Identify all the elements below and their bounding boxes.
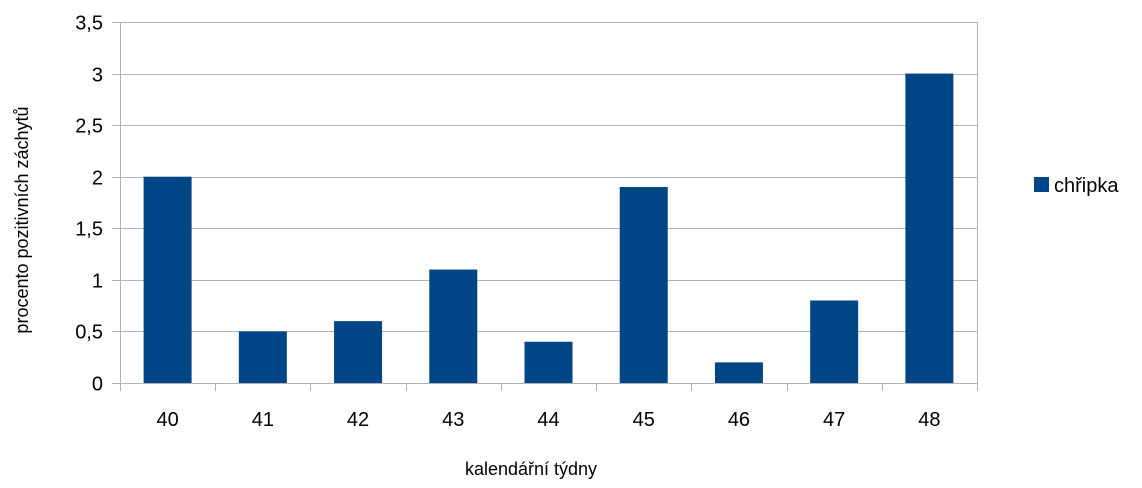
bar-week-43 [429, 269, 478, 383]
bar-week-47 [810, 300, 859, 383]
legend-swatch-chripka [1034, 177, 1049, 192]
axes [112, 22, 978, 391]
x-tick-labels: 40 41 42 43 44 45 46 47 48 [156, 409, 940, 431]
bar-week-46 [714, 362, 763, 383]
x-tick-label: 47 [823, 409, 845, 431]
x-tick-label: 45 [633, 409, 655, 431]
x-tick-label: 48 [918, 409, 940, 431]
legend-label-chripka: chřipka [1054, 175, 1119, 197]
x-tick-label: 43 [442, 409, 464, 431]
x-axis-title: kalendářní týdny [465, 459, 597, 479]
bar-week-40 [143, 176, 192, 383]
bar-week-42 [334, 321, 383, 383]
bars [143, 73, 954, 384]
y-tick-labels: 0 0,5 1 1,5 2 2,5 3 3,5 [75, 13, 103, 396]
x-tick-label: 46 [728, 409, 750, 431]
y-tick-label: 2 [92, 168, 103, 190]
y-tick-label: 3,5 [75, 13, 103, 35]
y-tick-label: 0,5 [75, 322, 103, 344]
x-tick-label: 42 [347, 409, 369, 431]
legend: chřipka [1034, 175, 1119, 197]
y-tick-label: 2,5 [75, 116, 103, 138]
gridlines [120, 22, 977, 332]
bar-week-48 [905, 73, 954, 384]
bar-week-44 [524, 341, 573, 383]
x-tick-label: 41 [252, 409, 274, 431]
y-tick-label: 3 [92, 65, 103, 87]
bar-week-45 [619, 187, 668, 383]
x-tick-label: 40 [156, 409, 178, 431]
y-axis-title: procento pozitivních záchytů [12, 106, 32, 333]
y-tick-label: 1 [92, 271, 103, 293]
y-tick-label: 1,5 [75, 219, 103, 241]
y-tick-label: 0 [92, 374, 103, 396]
x-tick-label: 44 [537, 409, 559, 431]
bar-week-41 [238, 331, 287, 383]
